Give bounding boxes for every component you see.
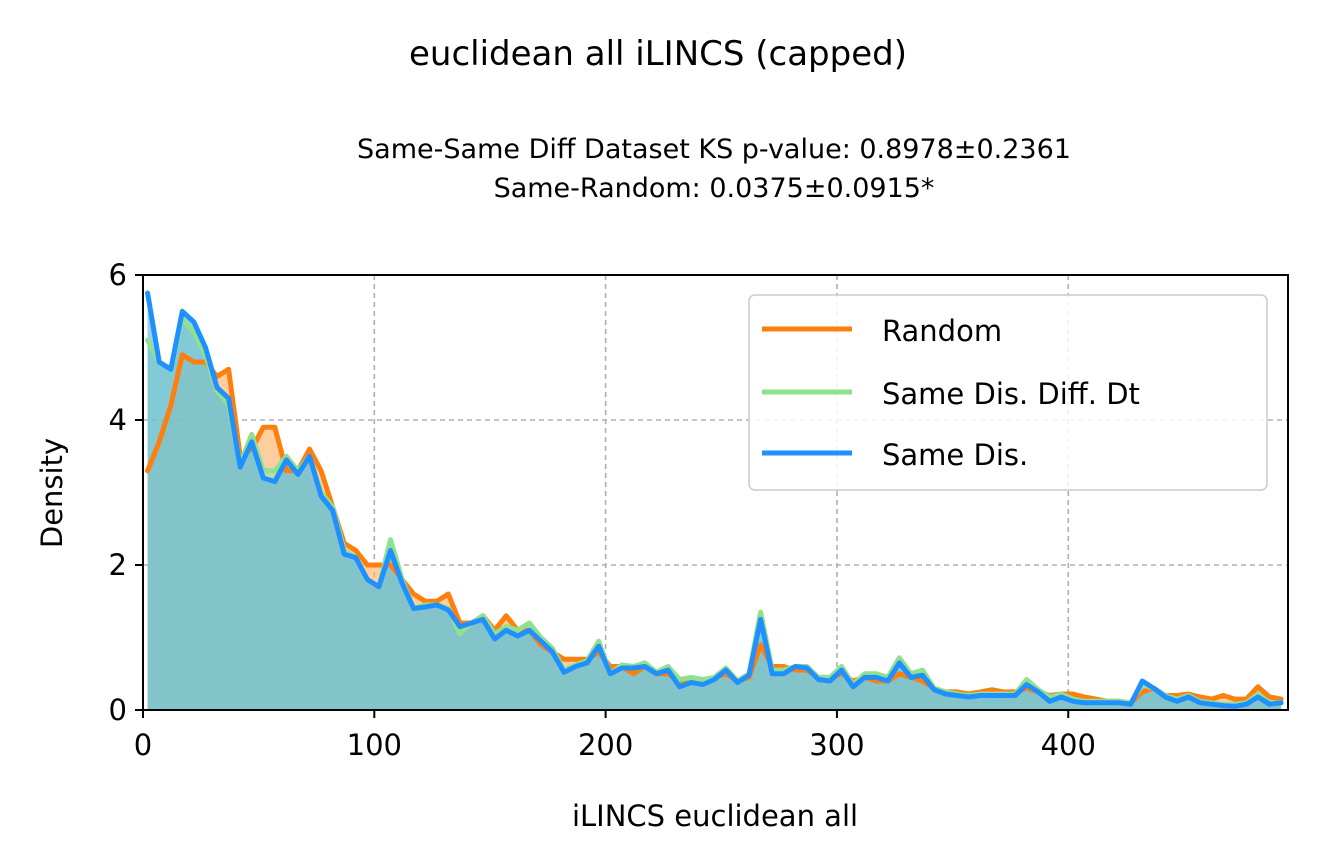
series-area-same-dis <box>147 293 1282 710</box>
series-line-same-dis <box>145 290 1284 709</box>
y-ticks: 0 2 4 6 <box>109 258 143 727</box>
legend-label-same-dis: Same Dis. <box>882 438 1028 472</box>
y-tick-label: 6 <box>109 258 127 292</box>
y-tick-label: 0 <box>109 693 127 727</box>
legend-box <box>748 294 1268 491</box>
legend: Random Same Dis. Diff. Dt Same Dis. <box>748 294 1268 491</box>
legend-label-same-dis-diff-dt: Same Dis. Diff. Dt <box>882 377 1140 411</box>
x-tick-label: 300 <box>809 728 864 762</box>
plot-frame <box>142 274 1289 711</box>
y-tick-label: 2 <box>109 548 127 582</box>
series-areas <box>147 293 1282 710</box>
chart-title: euclidean all iLINCS (capped) <box>409 34 907 74</box>
x-ticks: 0 100 200 300 400 <box>134 710 1096 762</box>
x-tick-label: 400 <box>1041 728 1096 762</box>
x-axis-label: iLINCS euclidean all <box>572 799 858 833</box>
y-tick-label: 4 <box>109 403 127 437</box>
chart-subtitle-line-2: Same-Random: 0.0375±0.0915* <box>494 173 935 204</box>
x-tick-label: 200 <box>578 728 633 762</box>
series-lines <box>145 290 1284 709</box>
y-axis-label: Density <box>35 438 69 548</box>
x-tick-label: 100 <box>347 728 402 762</box>
x-tick-label: 0 <box>134 728 152 762</box>
legend-label-random: Random <box>882 314 1002 348</box>
chart-subtitle-line-1: Same-Same Diff Dataset KS p-value: 0.897… <box>357 134 1071 165</box>
